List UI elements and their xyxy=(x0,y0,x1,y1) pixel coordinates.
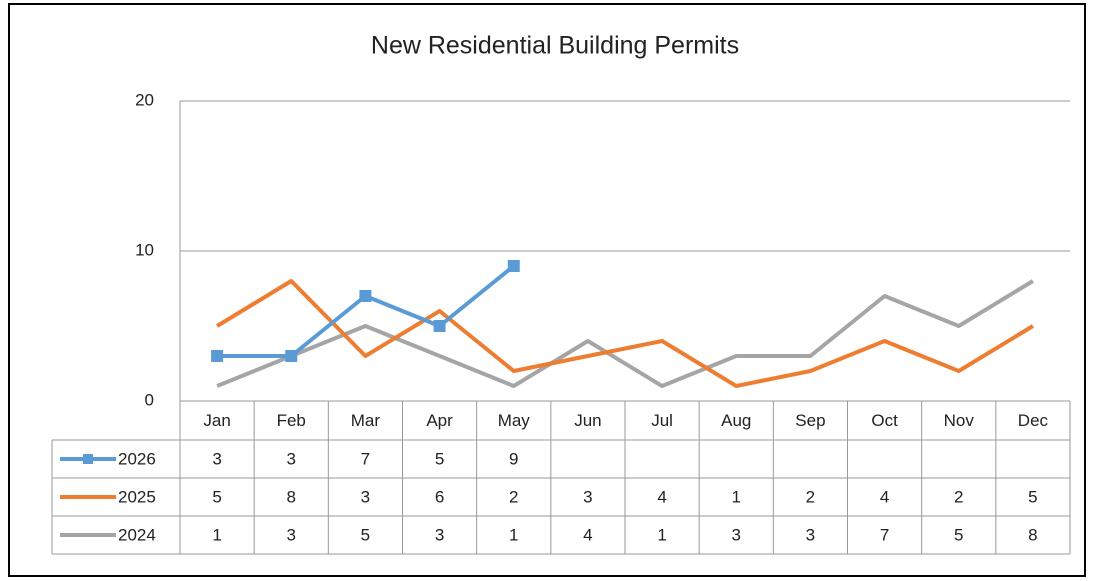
table-value: 4 xyxy=(583,525,592,544)
x-tick-label: Oct xyxy=(871,411,898,430)
series-line xyxy=(216,279,1034,388)
x-tick-label: Nov xyxy=(944,411,975,430)
x-tick-label: Dec xyxy=(1018,411,1049,430)
table-value: 7 xyxy=(880,525,889,544)
x-tick-label: Aug xyxy=(721,411,751,430)
y-tick-label: 0 xyxy=(145,390,154,409)
table-value: 3 xyxy=(806,525,815,544)
table-value: 5 xyxy=(361,525,370,544)
x-tick-label: Jun xyxy=(574,411,601,430)
table-value: 7 xyxy=(361,449,370,468)
x-tick-label: Feb xyxy=(277,411,306,430)
x-tick-label: Jul xyxy=(651,411,673,430)
table-value: 4 xyxy=(880,487,889,506)
table-value: 3 xyxy=(361,487,370,506)
table-value: 3 xyxy=(732,525,741,544)
table-value: 3 xyxy=(435,525,444,544)
x-tick-label: Jan xyxy=(203,411,230,430)
legend-label: 2026 xyxy=(118,449,156,468)
table-value: 8 xyxy=(287,487,296,506)
table-value: 5 xyxy=(435,449,444,468)
table-value: 1 xyxy=(657,525,666,544)
table-value: 5 xyxy=(212,487,221,506)
x-tick-label: Mar xyxy=(351,411,381,430)
point-marker xyxy=(359,290,372,302)
table-value: 3 xyxy=(212,449,221,468)
table-value: 2 xyxy=(509,487,518,506)
table-value: 1 xyxy=(732,487,741,506)
x-tick-label: Apr xyxy=(426,411,453,430)
table-value: 2 xyxy=(806,487,815,506)
table-value: 9 xyxy=(509,449,518,468)
table-value: 3 xyxy=(583,487,592,506)
chart-border xyxy=(8,3,1086,577)
y-tick-label: 20 xyxy=(135,90,154,109)
point-marker xyxy=(285,350,298,362)
x-tick-label: May xyxy=(498,411,531,430)
legend-label: 2024 xyxy=(118,525,156,544)
table-value: 8 xyxy=(1028,525,1037,544)
point-marker xyxy=(433,320,446,332)
table-value: 6 xyxy=(435,487,444,506)
table-value: 4 xyxy=(657,487,666,506)
table-value: 3 xyxy=(287,525,296,544)
point-marker xyxy=(211,350,224,362)
table-value: 1 xyxy=(212,525,221,544)
legend-label: 2025 xyxy=(118,487,156,506)
point-marker xyxy=(507,260,520,272)
x-tick-label: Sep xyxy=(795,411,825,430)
legend-marker xyxy=(83,454,93,464)
chart-title: New Residential Building Permits xyxy=(371,32,739,60)
table-value: 2 xyxy=(954,487,963,506)
y-tick-label: 10 xyxy=(135,240,154,259)
table-value: 5 xyxy=(1028,487,1037,506)
table-value: 3 xyxy=(287,449,296,468)
series-line xyxy=(216,279,1034,388)
table-value: 1 xyxy=(509,525,518,544)
table-value: 5 xyxy=(954,525,963,544)
